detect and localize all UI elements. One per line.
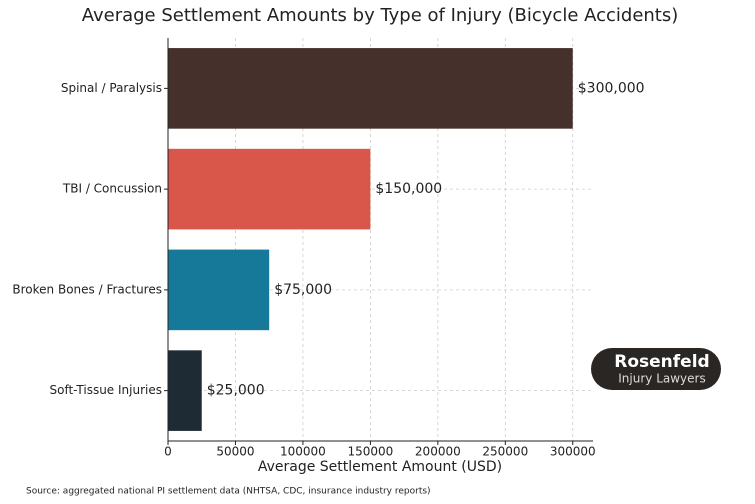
- x-axis-label: Average Settlement Amount (USD): [258, 459, 502, 475]
- bar: [168, 249, 270, 331]
- x-tick-label: 100000: [280, 445, 326, 459]
- x-tick-label: 200000: [415, 445, 461, 459]
- bar: [168, 350, 202, 431]
- logo-name: Rosenfeld: [614, 352, 709, 372]
- x-tick-label: 300000: [550, 445, 596, 459]
- x-tick-label: 0: [164, 445, 172, 459]
- x-tick-label: 150000: [347, 445, 393, 459]
- logo-badge: [591, 348, 721, 390]
- value-label: $75,000: [274, 282, 332, 298]
- y-tick-label: Broken Bones / Fractures: [12, 282, 162, 296]
- logo-tagline: Injury Lawyers: [618, 372, 705, 386]
- y-tick-label: Spinal / Paralysis: [61, 81, 162, 95]
- x-tick-label: 50000: [216, 445, 254, 459]
- value-label: $300,000: [578, 80, 645, 96]
- bar: [168, 48, 573, 129]
- y-tick-label: Soft-Tissue Injuries: [50, 383, 163, 397]
- source-note: Source: aggregated national PI settlemen…: [26, 487, 431, 497]
- chart-title: Average Settlement Amounts by Type of In…: [82, 5, 679, 26]
- y-tick-label: TBI / Concussion: [62, 182, 162, 196]
- value-label: $150,000: [375, 181, 442, 197]
- x-tick-label: 250000: [482, 445, 528, 459]
- value-label: $25,000: [207, 383, 265, 399]
- bar: [168, 148, 371, 230]
- logo: Rosenfeld Injury Lawyers: [591, 348, 721, 390]
